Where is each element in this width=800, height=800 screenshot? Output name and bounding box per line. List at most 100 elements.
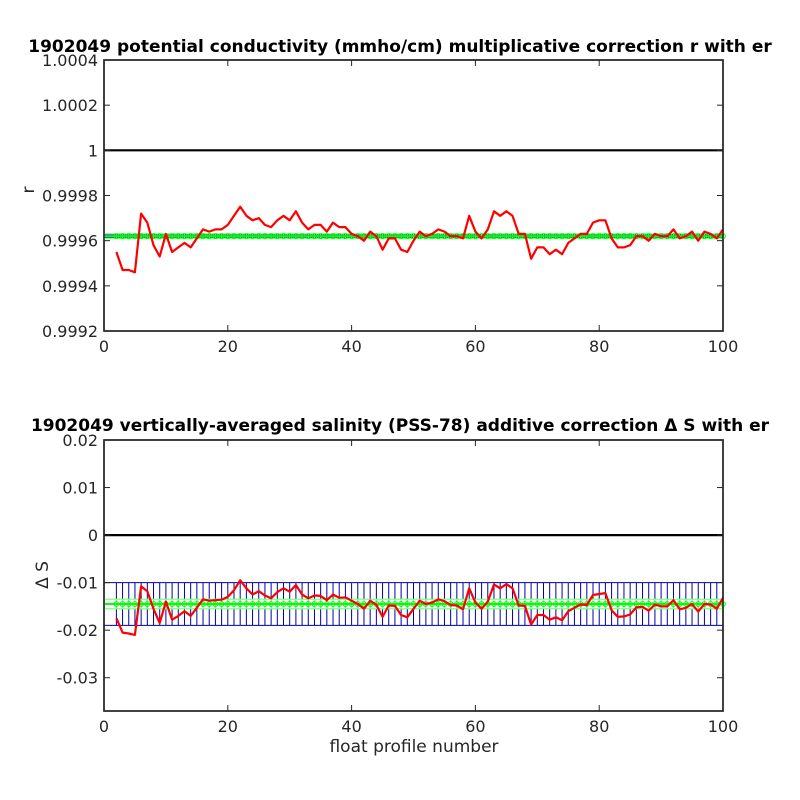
y-tick-label: 0.01 [62,479,98,498]
fit-marker [336,601,343,607]
fit-marker [305,601,312,607]
fit-marker [404,233,411,240]
fit-marker [441,233,448,240]
chart-title-conductivity: 1902049 potential conductivity (mmho/cm)… [28,37,772,57]
fit-marker [652,601,658,607]
fit-marker [540,233,547,240]
x-tick-label: 0 [99,337,109,356]
fit-marker [621,233,627,240]
fit-marker [534,233,541,240]
fit-marker [503,601,510,607]
fit-marker [398,233,405,240]
fit-marker [175,601,182,607]
fit-marker [323,601,330,607]
fit-marker [565,601,572,607]
x-tick-label: 20 [218,337,238,356]
fit-marker [472,233,479,240]
fit-marker [559,601,565,607]
fit-marker [218,601,225,607]
fit-marker [614,233,621,240]
y-tick-label: 0.9996 [42,232,98,251]
fit-marker [627,233,634,240]
fit-marker [224,233,231,240]
fit-marker [379,601,386,607]
plot-frame-border [103,439,724,712]
fit-marker [491,601,497,607]
x-tick-label: 80 [589,717,609,736]
x-axis-label: float profile number [329,737,498,757]
fit-marker [119,233,126,240]
fit-marker [596,233,603,240]
fit-marker [323,233,330,240]
x-tick-label: 80 [589,337,609,356]
fit-marker [249,601,256,607]
y-tick-label: 0.9998 [42,187,98,206]
y-tick-label: 1.0004 [42,51,98,70]
fit-marker [466,233,473,240]
y-tick-label: 0.9994 [42,277,98,296]
fit-marker [231,601,237,607]
fit-marker [565,233,572,240]
fit-marker [181,233,188,240]
fit-marker [200,233,206,240]
fit-marker [330,233,336,240]
x-tick-label: 100 [708,717,739,736]
fit-marker [224,601,231,607]
correction-series-line [115,205,724,274]
fit-marker [404,601,411,607]
y-tick-label: 0 [88,526,98,545]
fit-marker [398,601,405,607]
fit-marker [286,601,293,607]
fit-marker [169,233,175,240]
fit-marker [596,601,603,607]
fit-marker [144,601,151,607]
fit-marker [645,233,652,240]
fit-marker [255,601,262,607]
fit-marker [132,233,138,240]
fit-marker [311,601,318,607]
fit-marker [546,233,553,240]
y-axis-label-delta-s: Δ S [33,561,53,589]
fit-marker [478,601,485,607]
fit-marker [218,233,225,240]
fit-marker [243,233,250,240]
fit-marker [237,233,244,240]
fit-marker [435,601,442,607]
fit-marker [125,233,132,240]
fit-marker [231,233,237,240]
salinity-correction-chart: 1902049 vertically-averaged salinity (PS… [31,416,770,757]
fit-marker [268,233,275,240]
fit-marker [590,601,596,607]
fit-marker [602,233,609,240]
fit-marker [212,233,219,240]
fit-marker [559,233,565,240]
fit-marker [528,233,535,240]
fit-marker [509,233,516,240]
fit-marker [286,233,293,240]
fit-marker [342,601,349,607]
fit-marker [491,233,497,240]
fit-marker [144,233,151,240]
fit-marker [299,233,305,240]
fit-marker [274,601,281,607]
fit-marker [262,601,268,607]
x-tick-label: 0 [99,717,109,736]
x-tick-label: 60 [465,717,485,736]
conductivity-correction-chart: 1902049 potential conductivity (mmho/cm)… [19,37,772,356]
y-tick-label: 1 [88,141,98,160]
fit-marker [305,233,312,240]
fit-marker [682,601,689,607]
fit-marker [292,233,299,240]
fit-marker [169,601,175,607]
fit-marker [546,601,553,607]
y-tick-label: -0.01 [57,574,98,593]
fit-marker [379,233,386,240]
x-tick-label: 40 [341,717,361,736]
fit-marker [132,601,138,607]
fit-marker [689,601,695,607]
fit-marker [212,601,219,607]
fit-marker [280,601,287,607]
fit-marker [342,233,349,240]
y-tick-label: -0.03 [57,669,98,688]
